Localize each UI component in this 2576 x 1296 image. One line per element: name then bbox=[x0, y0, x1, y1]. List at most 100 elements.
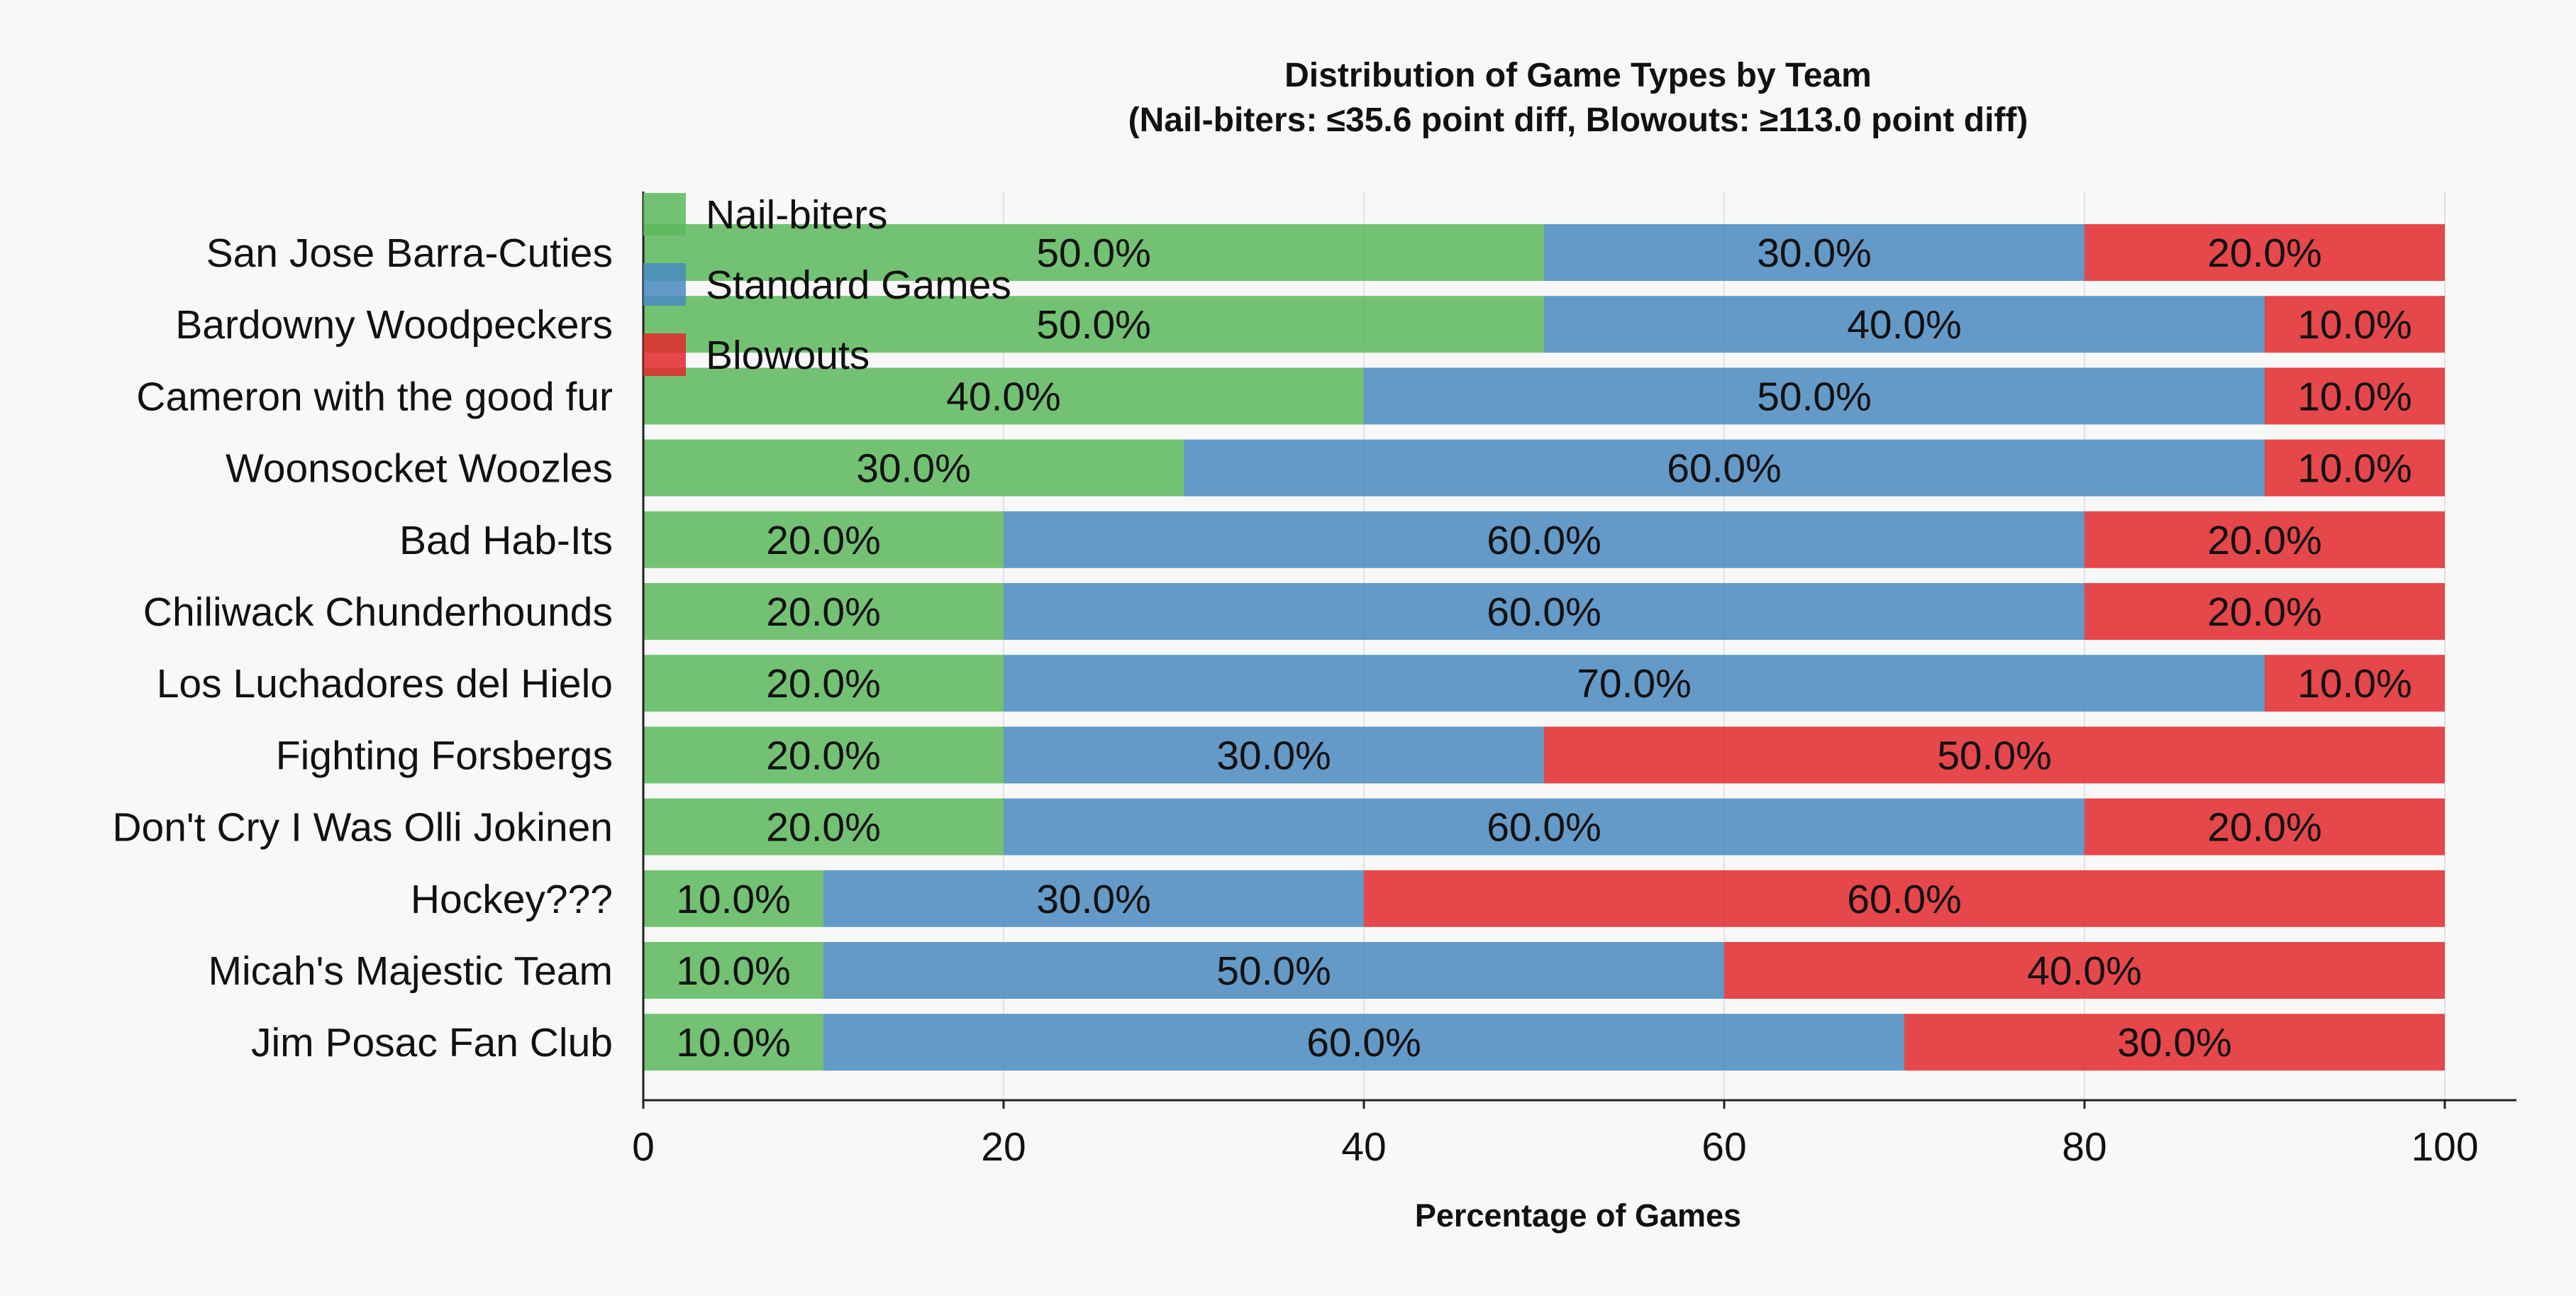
bar-segment bbox=[823, 942, 1724, 999]
x-tick-label: 20 bbox=[981, 1124, 1026, 1170]
bar-segment bbox=[2084, 583, 2445, 640]
bar-value-label: 50.0% bbox=[1937, 733, 2052, 778]
bars-layer: 50.0% 30.0% 20.0% 50.0% 40.0% 10.0% 40.0% 50.0%… bbox=[643, 224, 2445, 1071]
legend-swatch bbox=[643, 193, 686, 236]
bar-value-label: 20.0% bbox=[766, 805, 881, 851]
bar-value-label: 10.0% bbox=[2297, 302, 2412, 348]
bar-segment bbox=[1544, 726, 2445, 784]
bar-value-label: 20.0% bbox=[2207, 589, 2322, 635]
category-label: Hockey??? bbox=[411, 877, 613, 922]
bar-segment bbox=[823, 870, 1364, 927]
x-tick-label: 100 bbox=[2411, 1124, 2478, 1170]
category-label: Woonsocket Woozles bbox=[226, 446, 613, 492]
legend: Nail-biters Standard Games Blowouts bbox=[643, 192, 1011, 378]
bar-value-label: 40.0% bbox=[1847, 302, 1962, 348]
chart-title: Distribution of Game Types by Team bbox=[1284, 57, 1872, 94]
bar-segment bbox=[1724, 942, 2445, 999]
bar-segment bbox=[2084, 798, 2445, 855]
bar-segment bbox=[2265, 367, 2445, 425]
bar-value-label: 20.0% bbox=[766, 589, 881, 635]
bar-segment bbox=[643, 439, 1184, 497]
bar-segment bbox=[643, 224, 1544, 281]
bar-value-label: 10.0% bbox=[676, 1020, 791, 1065]
legend-swatch bbox=[643, 263, 686, 306]
category-label: Bad Hab-Its bbox=[399, 518, 613, 563]
bar-segment bbox=[1364, 870, 2445, 927]
bar-segment bbox=[643, 798, 1004, 855]
bar-segment bbox=[823, 1014, 1904, 1071]
bar-value-label: 20.0% bbox=[766, 661, 881, 707]
bar-segment bbox=[2265, 296, 2445, 353]
category-label: Bardowny Woodpeckers bbox=[175, 302, 613, 348]
bar-value-label: 50.0% bbox=[1036, 231, 1151, 276]
bar-segment bbox=[643, 367, 1364, 425]
bar-segment bbox=[1364, 367, 2265, 425]
bar-segment bbox=[1184, 439, 2265, 497]
category-label: Fighting Forsbergs bbox=[276, 733, 613, 778]
x-axis-title: Percentage of Games bbox=[1415, 1197, 1741, 1234]
category-label: Micah's Majestic Team bbox=[208, 948, 613, 994]
bar-value-label: 10.0% bbox=[2297, 661, 2412, 707]
x-tick-label: 0 bbox=[632, 1124, 655, 1170]
bar-segment bbox=[643, 655, 1004, 712]
bar-segment bbox=[643, 511, 1004, 568]
bar-value-label: 40.0% bbox=[2027, 948, 2142, 994]
bar-value-label: 60.0% bbox=[1487, 589, 1601, 635]
bar-value-label: 20.0% bbox=[2207, 805, 2322, 851]
bar-segment bbox=[1004, 511, 2084, 568]
bar-value-label: 10.0% bbox=[2297, 374, 2412, 419]
bar-value-label: 30.0% bbox=[1036, 877, 1151, 922]
bar-segment bbox=[1004, 726, 1544, 784]
bar-value-label: 50.0% bbox=[1757, 374, 1872, 419]
bar-segment bbox=[643, 1014, 823, 1071]
bar-segment bbox=[643, 296, 1544, 353]
bar-value-label: 60.0% bbox=[1306, 1020, 1421, 1065]
bar-segment bbox=[2265, 655, 2445, 712]
category-label: San Jose Barra-Cuties bbox=[206, 231, 613, 276]
bar-value-label: 30.0% bbox=[1216, 733, 1331, 778]
axis-layer: San Jose Barra-Cuties Bardowny Woodpecker… bbox=[112, 192, 2516, 1170]
legend-label: Blowouts bbox=[706, 333, 870, 378]
bar-value-label: 10.0% bbox=[2297, 446, 2412, 492]
category-label: Don't Cry I Was Olli Jokinen bbox=[112, 805, 613, 851]
bar-value-label: 30.0% bbox=[2117, 1020, 2232, 1065]
bar-segment bbox=[2084, 224, 2445, 281]
bar-value-label: 30.0% bbox=[856, 446, 971, 492]
bar-value-label: 20.0% bbox=[766, 518, 881, 563]
bar-value-label: 60.0% bbox=[1487, 805, 1601, 851]
bar-segment bbox=[643, 583, 1004, 640]
bar-value-label: 20.0% bbox=[2207, 518, 2322, 563]
bar-value-label: 60.0% bbox=[1487, 518, 1601, 563]
bar-segment bbox=[1544, 224, 2084, 281]
bar-value-label: 30.0% bbox=[1757, 231, 1872, 276]
x-tick-label: 40 bbox=[1341, 1124, 1386, 1170]
legend-label: Standard Games bbox=[706, 262, 1011, 308]
category-label: Chiliwack Chunderhounds bbox=[143, 589, 613, 635]
bar-value-label: 10.0% bbox=[676, 948, 791, 994]
bar-segment bbox=[643, 870, 823, 927]
bar-value-label: 70.0% bbox=[1577, 661, 1692, 707]
bar-segment bbox=[2084, 511, 2445, 568]
bar-value-label: 50.0% bbox=[1216, 948, 1331, 994]
bar-segment bbox=[2265, 439, 2445, 497]
category-label: Los Luchadores del Hielo bbox=[157, 661, 613, 707]
category-label: Cameron with the good fur bbox=[136, 374, 613, 419]
bar-segment bbox=[643, 726, 1004, 784]
x-tick-label: 80 bbox=[2062, 1124, 2106, 1170]
legend-swatch bbox=[643, 333, 686, 376]
bar-value-label: 20.0% bbox=[2207, 231, 2322, 276]
bar-segment bbox=[1544, 296, 2265, 353]
x-tick-label: 60 bbox=[1701, 1124, 1746, 1170]
bar-value-label: 60.0% bbox=[1667, 446, 1782, 492]
category-label: Jim Posac Fan Club bbox=[251, 1020, 613, 1065]
legend-label: Nail-biters bbox=[706, 192, 888, 238]
bar-segment bbox=[1904, 1014, 2445, 1071]
bar-value-label: 40.0% bbox=[946, 374, 1061, 419]
bar-segment bbox=[1004, 583, 2084, 640]
bar-segment bbox=[643, 942, 823, 999]
bar-value-label: 60.0% bbox=[1847, 877, 1962, 922]
bar-segment bbox=[1004, 798, 2084, 855]
bar-segment bbox=[1004, 655, 2265, 712]
